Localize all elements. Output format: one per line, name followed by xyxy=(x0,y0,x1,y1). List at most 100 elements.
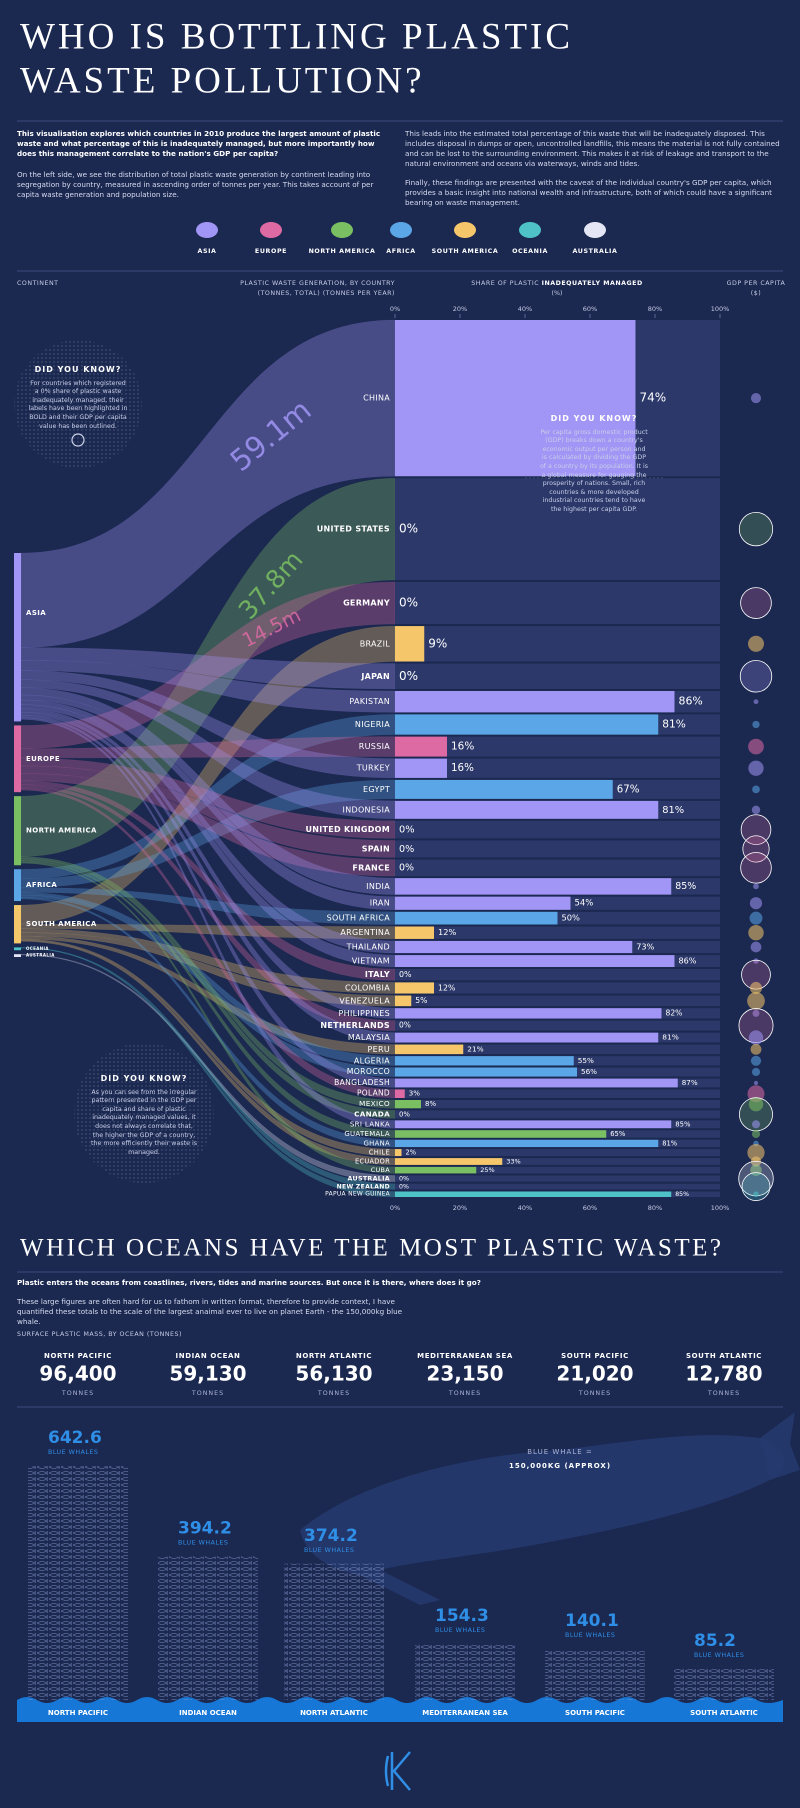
bar-track xyxy=(395,840,720,858)
country-label: IRAN xyxy=(370,899,390,908)
continent-label: EUROPE xyxy=(26,755,60,763)
gdp-circle xyxy=(738,511,774,547)
ocean-footer: NORTH ATLANTIC xyxy=(300,1709,368,1717)
gdp-circle xyxy=(753,699,759,705)
bar xyxy=(395,1191,672,1197)
legend-label: ASIA xyxy=(197,248,216,255)
country-label: EGYPT xyxy=(363,785,390,794)
flow xyxy=(20,708,396,1019)
bar-track xyxy=(395,820,720,839)
value-label: 0% xyxy=(399,970,412,979)
ocean-tonnes: 56,130 xyxy=(295,1362,372,1386)
whale-stack xyxy=(415,1643,515,1700)
bar xyxy=(395,1056,574,1066)
gdp-circle xyxy=(753,883,759,890)
gdp-circle xyxy=(749,911,763,925)
bar-track xyxy=(395,758,720,778)
value-label: 85% xyxy=(675,1120,691,1128)
flow xyxy=(20,780,396,981)
flow xyxy=(20,779,396,888)
legend-label: AUSTRALIA xyxy=(573,248,618,255)
country-label: POLAND xyxy=(357,1089,390,1098)
whale-silhouette xyxy=(300,1435,784,1605)
country-label: RUSSIA xyxy=(359,742,390,751)
country-label: FRANCE xyxy=(352,863,390,872)
country-label: PHILIPPINES xyxy=(339,1009,390,1018)
value-label: 65% xyxy=(610,1130,626,1138)
whale-unit: BLUE WHALES xyxy=(435,1627,485,1634)
bar-track xyxy=(395,1089,720,1098)
x-tick-label: 80% xyxy=(648,305,662,313)
whale-unit: BLUE WHALES xyxy=(694,1652,744,1659)
ocean-tonnes: 12,780 xyxy=(685,1362,762,1386)
country-label: MEXICO xyxy=(359,1099,390,1108)
bar xyxy=(395,1078,678,1088)
ocean-tonnes: 96,400 xyxy=(39,1362,116,1386)
continent-block xyxy=(14,869,21,902)
value-label: 16% xyxy=(451,741,474,753)
value-label: 5% xyxy=(415,996,427,1005)
continent-label: ASIA xyxy=(26,609,46,617)
bar-track xyxy=(395,626,720,662)
value-label: 12% xyxy=(438,983,455,992)
bar-track xyxy=(395,1175,720,1182)
annotation: DID YOU KNOW? Per capita gross domestic p… xyxy=(539,414,649,515)
annotation-text: For countries which registered a 0% shar… xyxy=(28,379,128,430)
whale-unit: BLUE WHALES xyxy=(48,1449,98,1456)
gdp-circle xyxy=(751,805,761,815)
tonnes-unit: TONNES xyxy=(707,1390,740,1397)
value-label: 81% xyxy=(662,1139,677,1147)
x-tick-label: 60% xyxy=(583,1204,597,1212)
continent-block xyxy=(14,553,21,722)
ocean-intro: These large figures are often hard for u… xyxy=(17,1297,403,1326)
intro-paragraph: This visualisation explores which countr… xyxy=(17,129,381,158)
wave-band xyxy=(17,1697,783,1722)
value-label: 25% xyxy=(480,1166,494,1174)
flow xyxy=(20,704,396,968)
value-label: 81% xyxy=(662,1033,679,1042)
bar-track xyxy=(395,1020,720,1031)
legend-label: SOUTH AMERICA xyxy=(432,248,499,255)
country-label: AUSTRALIA xyxy=(348,1176,390,1183)
ocean-footer: MEDITERRANEAN SEA xyxy=(422,1709,508,1717)
whale-unit: BLUE WHALES xyxy=(565,1632,615,1639)
annotation: DID YOU KNOW? As you can see from the irr… xyxy=(89,1074,199,1157)
country-label: PERU xyxy=(368,1045,391,1054)
gdp-circle xyxy=(740,587,772,619)
bar xyxy=(395,911,558,925)
value-label: 82% xyxy=(666,1008,683,1017)
gdp-circle xyxy=(748,1030,764,1045)
country-label: INDIA xyxy=(366,882,390,891)
country-label: CHILE xyxy=(369,1149,390,1157)
annotation-title: DID YOU KNOW? xyxy=(100,1074,188,1083)
country-label: GUATEMALA xyxy=(344,1130,390,1138)
bar-track xyxy=(395,926,720,939)
bar xyxy=(395,1099,421,1109)
gdp-circle xyxy=(747,991,765,1010)
flow xyxy=(20,858,396,1119)
bar xyxy=(395,982,434,994)
axis-label: PLASTIC WASTE GENERATION, BY COUNTRY xyxy=(240,280,395,287)
section-title: WHICH OCEANS HAVE THE MOST PLASTIC WASTE… xyxy=(20,1235,723,1262)
bar xyxy=(395,955,675,967)
legend-label: EUROPE xyxy=(255,248,287,255)
value-label: 0% xyxy=(399,1184,409,1191)
annotation-text: As you can see from the irregular patter… xyxy=(91,1088,197,1156)
value-label: 81% xyxy=(662,719,685,731)
value-label: 73% xyxy=(636,942,654,952)
continent-block xyxy=(14,796,21,866)
whale-note: BLUE WHALE = xyxy=(527,1448,593,1456)
annotation-title: DID YOU KNOW? xyxy=(34,365,122,374)
gdp-circle xyxy=(748,924,764,941)
bar xyxy=(395,1149,402,1157)
legend-icon xyxy=(454,222,476,238)
continent-block xyxy=(14,954,21,957)
value-label: 0% xyxy=(399,1021,411,1030)
flow xyxy=(20,784,396,1031)
bar-track xyxy=(395,982,720,994)
tonnes-unit: TONNES xyxy=(448,1390,481,1397)
ocean-tonnes: 21,020 xyxy=(556,1362,633,1386)
